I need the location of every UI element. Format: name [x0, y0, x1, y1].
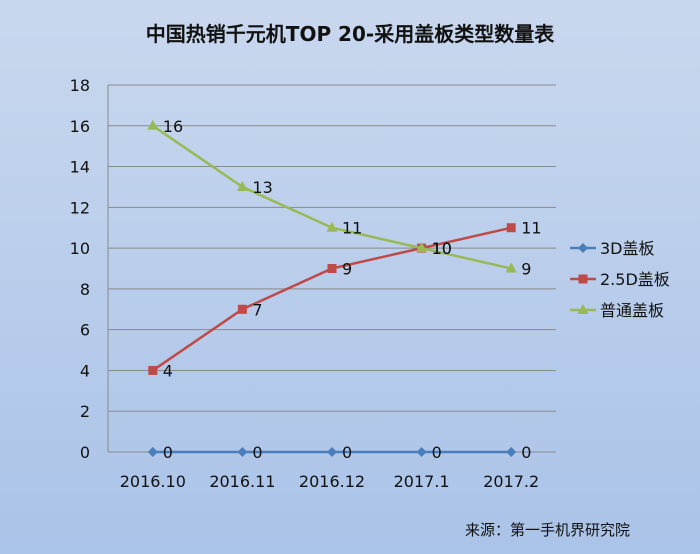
data-point: [327, 264, 337, 273]
data-label: 0: [432, 443, 442, 462]
data-point: [506, 447, 517, 457]
y-tick-label: 14: [70, 158, 90, 177]
x-tick-label: 2017.1: [394, 472, 450, 491]
gridlines: [108, 84, 556, 412]
data-label: 13: [252, 178, 272, 197]
legend-marker: [578, 274, 588, 284]
data-label: 0: [163, 443, 173, 462]
data-label: 0: [521, 443, 531, 462]
data-label: 10: [432, 239, 452, 258]
data-point: [148, 365, 158, 375]
series: [147, 119, 517, 457]
y-tick-label: 16: [70, 117, 90, 136]
x-tick-label: 2016.12: [299, 472, 365, 491]
data-point: [416, 242, 428, 253]
data-label: 11: [342, 219, 362, 238]
y-tick-label: 6: [80, 321, 90, 340]
data-point: [147, 447, 158, 457]
data-label: 10: [432, 239, 452, 258]
data-point: [237, 447, 248, 457]
data-point: [416, 447, 427, 457]
source-note: 来源：第一手机界研究院: [464, 521, 630, 539]
legend-label: 普通盖板: [600, 301, 664, 320]
data-label: 7: [252, 300, 262, 319]
x-tick-label: 2016.10: [120, 472, 186, 491]
legend-label: 3D盖板: [600, 239, 655, 258]
y-tick-label: 12: [70, 198, 90, 217]
x-tick-label: 2016.11: [209, 472, 275, 491]
data-label: 0: [252, 443, 262, 462]
legend-marker: [578, 243, 588, 253]
series-line: [152, 124, 512, 270]
legend-marker: [577, 304, 589, 314]
data-point: [237, 304, 247, 314]
data-label: 9: [521, 260, 531, 279]
y-tick-label: 0: [80, 443, 90, 462]
data-point: [505, 262, 517, 273]
y-tick-label: 4: [80, 361, 90, 380]
data-point: [506, 223, 516, 233]
data-label: 11: [521, 219, 541, 238]
data-point: [147, 119, 159, 130]
axes: 0 2 4 6 8 10 12 14 16 18 2016.10 2016.11 2016.12 2017…: [70, 76, 556, 491]
data-label: 16: [163, 117, 183, 136]
chart-title: 中国热销千元机TOP 20-采用盖板类型数量表: [145, 22, 555, 46]
y-tick-label: 10: [70, 239, 90, 258]
data-point: [326, 221, 338, 232]
legend-label: 2.5D盖板: [600, 270, 670, 289]
data-label: 0: [342, 443, 352, 462]
y-tick-label: 18: [70, 76, 90, 95]
data-label: 9: [342, 260, 352, 279]
y-tick-label: 8: [80, 280, 90, 299]
series-line: [152, 226, 512, 372]
data-label: 4: [163, 361, 173, 380]
y-tick-label: 2: [80, 402, 90, 421]
x-tick-label: 2017.2: [483, 472, 539, 491]
data-point: [236, 180, 248, 191]
data-point: [327, 447, 337, 457]
